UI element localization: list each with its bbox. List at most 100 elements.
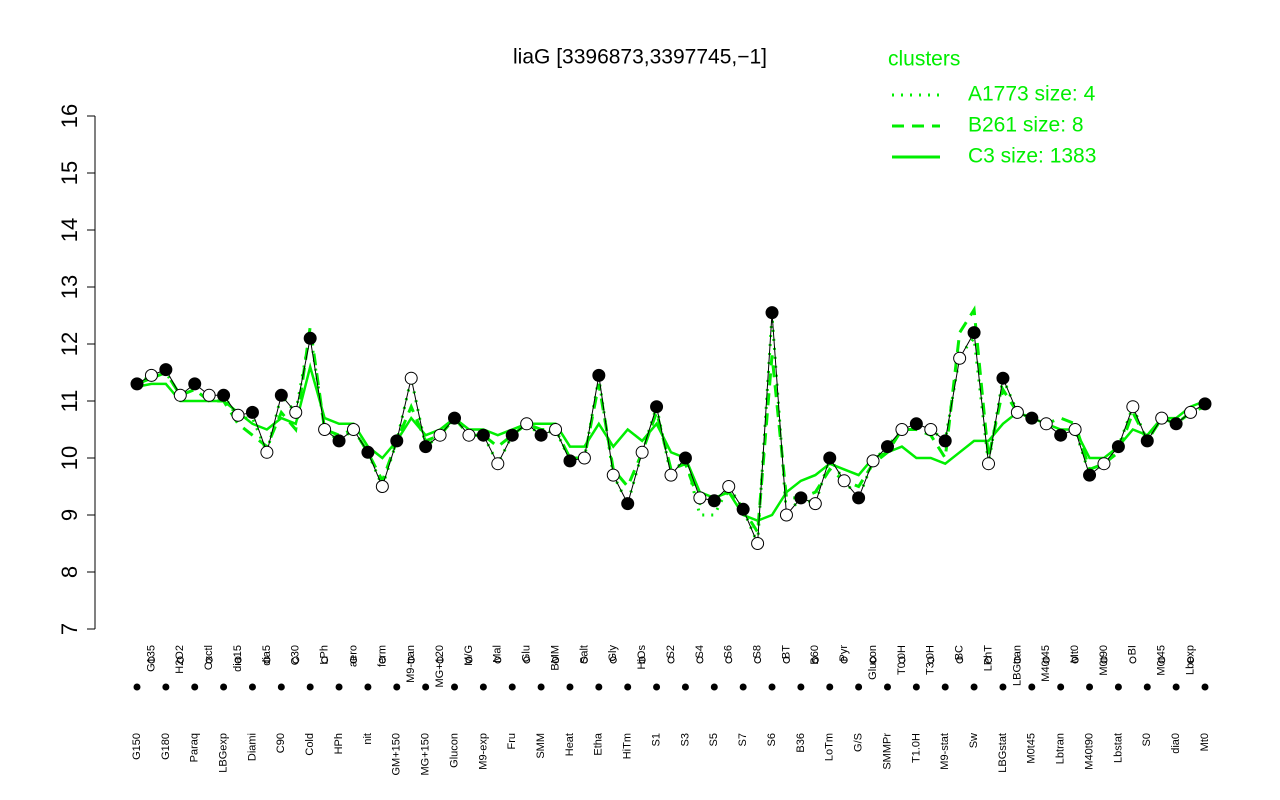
data-point: [982, 457, 996, 471]
category-marker: [768, 683, 776, 691]
data-point: [375, 480, 389, 493]
category-marker: [1129, 656, 1137, 664]
category-marker: [133, 683, 141, 691]
data-point: [217, 388, 231, 402]
category-marker: [681, 683, 689, 691]
x-tick-label: SMM: [535, 733, 547, 759]
category-marker: [624, 683, 632, 691]
y-tick-label: 15: [57, 161, 82, 185]
x-tick-label: LPhT: [982, 645, 994, 672]
category-marker: [451, 683, 459, 691]
x-tick-label: aero: [347, 645, 359, 667]
x-tick-label: S8: [752, 645, 764, 658]
x-tick-label: MG+150: [420, 733, 432, 776]
x-tick-label: G180: [160, 733, 172, 760]
data-point: [491, 457, 505, 471]
category-marker: [292, 656, 300, 664]
category-marker: [1071, 656, 1079, 664]
x-tick-label: Mal: [492, 645, 504, 663]
category-marker: [941, 683, 949, 691]
category-marker: [609, 656, 617, 664]
x-tick-label: Pyr: [838, 645, 850, 662]
category-marker: [349, 656, 357, 664]
legend-title: clusters: [888, 48, 960, 71]
y-tick-label: 16: [57, 104, 82, 128]
x-tick-label: HiTm: [622, 733, 634, 759]
data-point: [693, 491, 707, 505]
x-tick-label: G/S: [853, 733, 865, 752]
category-marker: [321, 656, 329, 664]
y-tick-label: 11: [57, 390, 82, 413]
data-point: [361, 445, 375, 459]
data-point: [678, 451, 692, 465]
category-marker: [725, 656, 733, 664]
x-tick-label: S6: [723, 645, 735, 658]
category-marker: [826, 683, 834, 691]
category-marker: [494, 656, 502, 664]
data-point: [1169, 417, 1183, 431]
x-tick-label: dia0: [1170, 733, 1182, 754]
x-tick-label: HPh: [333, 733, 345, 754]
data-point: [1083, 468, 1097, 482]
category-marker: [869, 656, 877, 664]
x-tick-label: Glu: [521, 645, 533, 662]
data-point: [173, 388, 187, 402]
x-tick-label: Lbtran: [1055, 733, 1067, 764]
x-tick-label: BC: [954, 645, 966, 660]
category-marker: [595, 683, 603, 691]
x-tick-label: Salt: [578, 645, 590, 664]
category-marker: [782, 656, 790, 664]
data-point: [1025, 411, 1039, 425]
x-tick-label: Lbstat: [1112, 733, 1124, 763]
category-marker: [855, 683, 863, 691]
category-marker: [1187, 656, 1195, 664]
data-point: [1054, 428, 1068, 442]
data-point: [823, 451, 837, 465]
category-marker: [754, 656, 762, 664]
x-tick-label: dia15: [232, 645, 244, 672]
category-marker: [205, 656, 213, 664]
category-marker: [263, 656, 271, 664]
data-point: [462, 428, 476, 442]
data-point: [866, 454, 880, 468]
data-point: [837, 474, 851, 488]
x-tick-label: H2O2: [174, 645, 186, 674]
x-tick-label: Etha: [593, 732, 605, 756]
category-marker: [1100, 656, 1108, 664]
data-point: [779, 508, 793, 522]
category-marker: [552, 656, 560, 664]
data-point: [606, 468, 620, 482]
category-marker: [653, 683, 661, 691]
data-point: [1126, 400, 1140, 414]
data-point: [476, 428, 490, 442]
category-marker: [176, 656, 184, 664]
category-marker: [1201, 683, 1209, 691]
data-point: [1097, 457, 1111, 471]
x-tick-label: BT: [780, 645, 792, 659]
data-point: [664, 468, 678, 482]
data-point: [159, 363, 173, 377]
x-tick-label: M0t90: [1098, 645, 1110, 676]
x-tick-label: B36: [795, 733, 807, 753]
category-marker: [523, 656, 531, 664]
x-tick-label: C30: [290, 645, 302, 665]
category-marker: [927, 656, 935, 664]
category-marker: [1114, 683, 1122, 691]
x-tick-label: HiOs: [636, 645, 648, 670]
category-marker: [191, 683, 199, 691]
data-point: [621, 497, 635, 511]
x-tick-label: Fru: [506, 733, 518, 750]
x-tick-label: LBGstat: [997, 733, 1009, 773]
data-point: [260, 445, 274, 459]
x-tick-label: M0t45: [1026, 733, 1038, 764]
x-tick-label: Oxctl: [203, 645, 215, 670]
category-marker: [277, 683, 285, 691]
data-point: [202, 388, 216, 402]
x-tick-label: M9-tran: [405, 645, 417, 683]
data-point: [419, 440, 433, 454]
category-marker: [667, 656, 675, 664]
data-point: [534, 428, 548, 442]
data-point: [650, 400, 664, 414]
x-tick-label: M9-stat: [939, 733, 951, 770]
data-point: [1155, 411, 1169, 425]
